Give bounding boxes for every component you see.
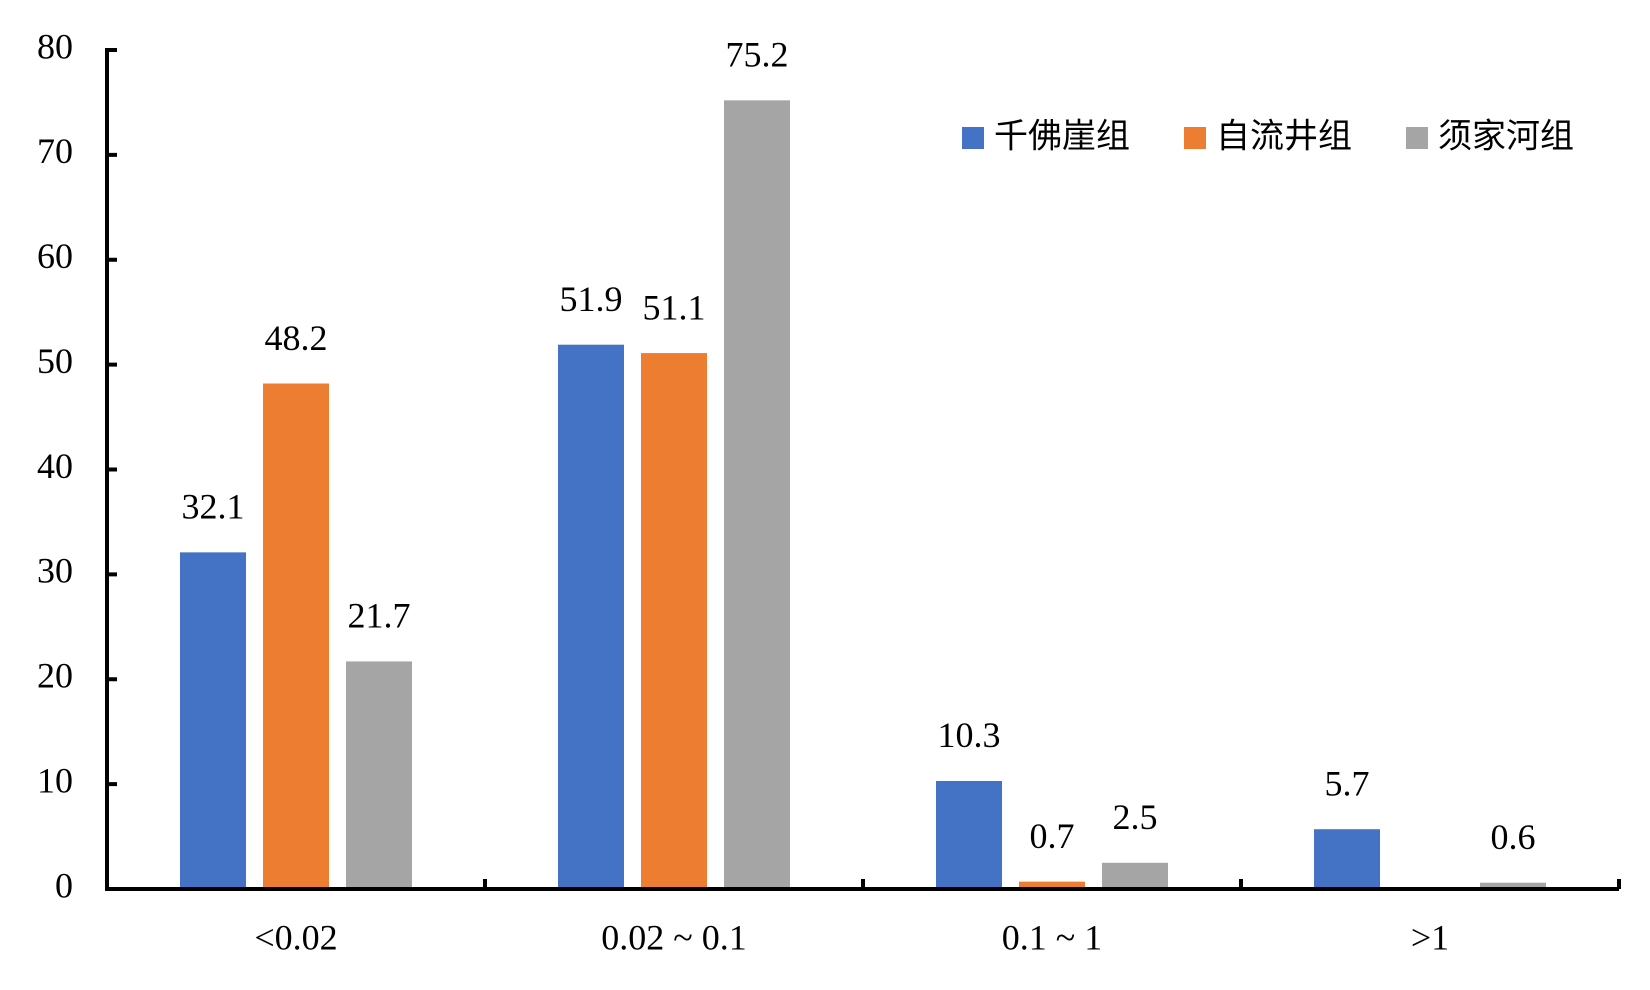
x-tick-label: <0.02 (254, 917, 337, 957)
y-tick-label: 60 (37, 236, 73, 276)
y-tick-label: 0 (55, 865, 73, 905)
value-label: 51.9 (560, 279, 623, 319)
legend-label: 千佛崖组 (994, 117, 1130, 157)
legend-swatch (1184, 127, 1206, 149)
y-tick-label: 40 (37, 446, 73, 486)
x-tick-label: >1 (1411, 917, 1449, 957)
x-tick-label: 0.1 ~ 1 (1002, 917, 1102, 957)
value-label: 5.7 (1325, 763, 1370, 803)
legend-label: 自流井组 (1216, 117, 1352, 157)
bar (180, 552, 246, 889)
value-label: 10.3 (938, 715, 1001, 755)
bar (346, 661, 412, 889)
x-tick-label: 0.02 ~ 0.1 (601, 917, 746, 957)
bar (1019, 881, 1085, 889)
bar (936, 780, 1002, 889)
y-tick-label: 20 (37, 656, 73, 696)
legend-swatch (1406, 127, 1428, 149)
bar (641, 353, 707, 889)
value-label: 0.6 (1491, 817, 1536, 857)
legend-label: 须家河组 (1438, 117, 1574, 157)
value-label: 21.7 (348, 596, 411, 636)
value-label: 32.1 (182, 487, 245, 527)
value-label: 51.1 (643, 287, 706, 327)
y-tick-label: 80 (37, 26, 73, 66)
y-tick-label: 10 (37, 760, 73, 800)
value-label: 0.7 (1030, 816, 1075, 856)
bar (558, 344, 624, 890)
bar (1102, 862, 1168, 889)
bar (724, 100, 790, 890)
value-label: 48.2 (265, 318, 328, 358)
bar (1480, 882, 1546, 889)
y-tick-label: 70 (37, 131, 73, 171)
bar (1314, 829, 1380, 889)
value-label: 2.5 (1113, 797, 1158, 837)
legend-swatch (962, 127, 984, 149)
value-label: 75.2 (726, 35, 789, 75)
y-tick-label: 50 (37, 341, 73, 381)
y-tick-label: 30 (37, 551, 73, 591)
bar (263, 383, 329, 889)
